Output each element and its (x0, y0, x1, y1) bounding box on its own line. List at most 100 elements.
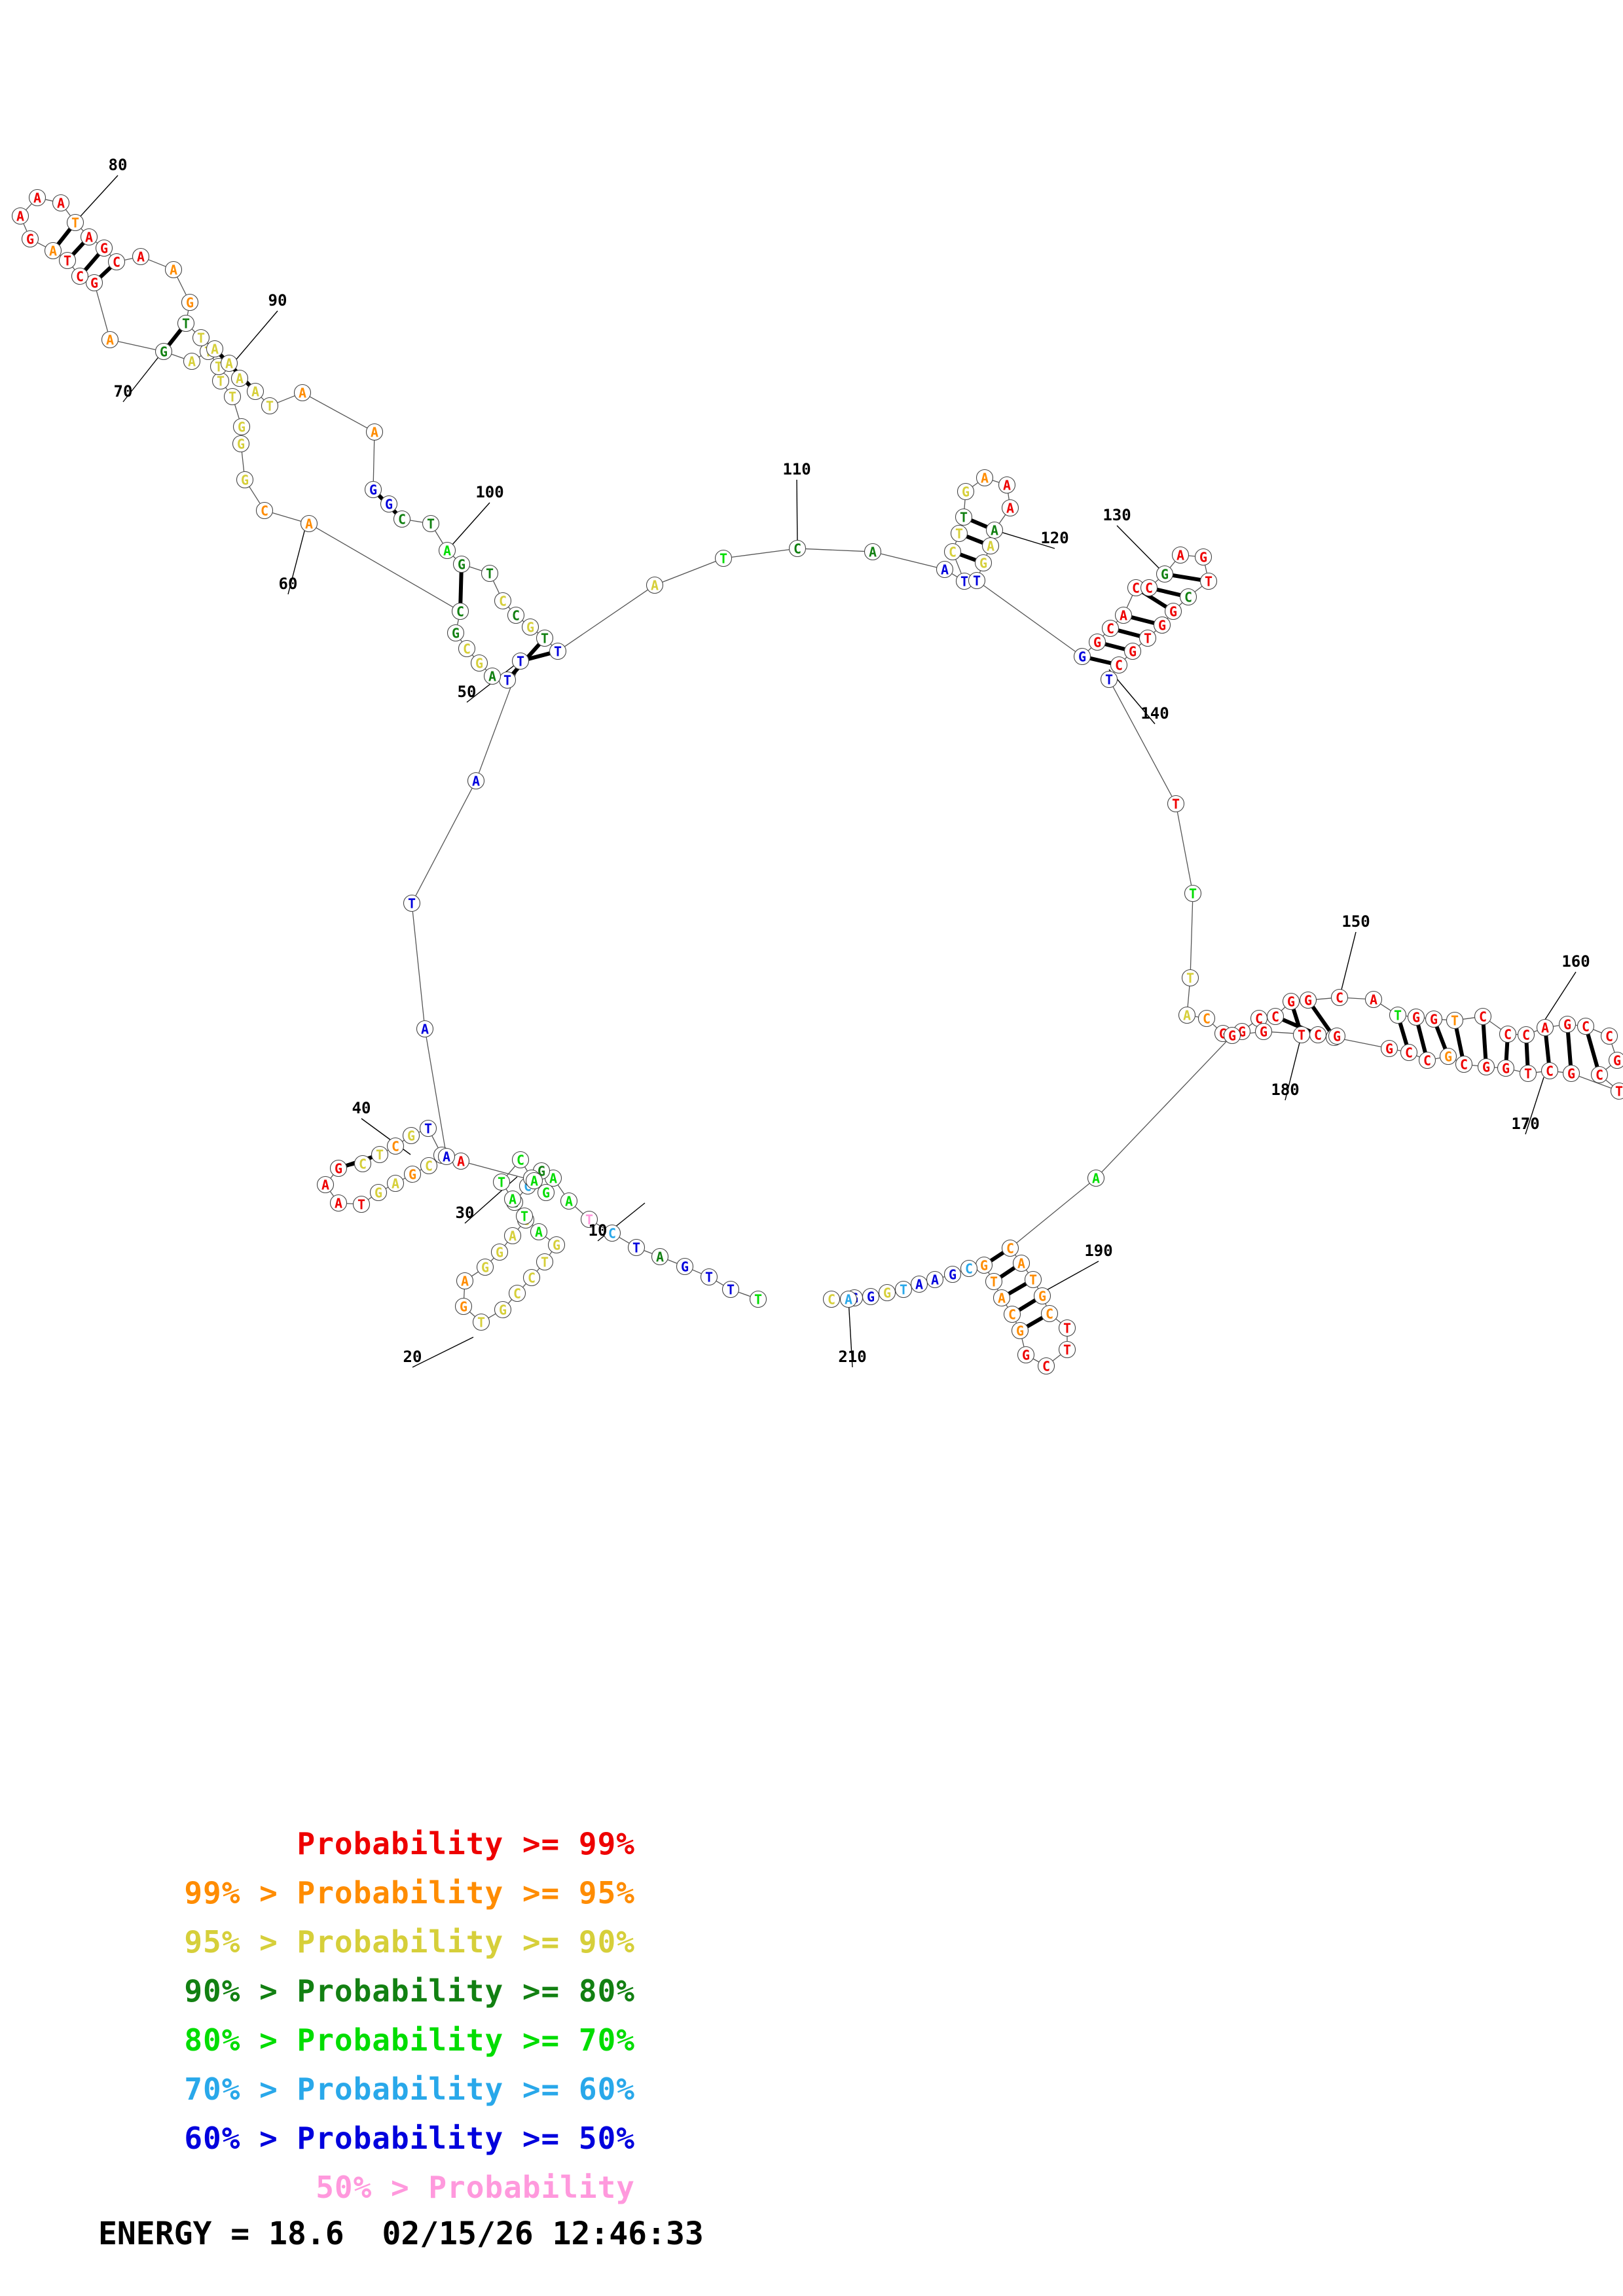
position-label-70: 70 (114, 382, 133, 401)
nucleotide-99: T (422, 514, 440, 533)
nucleotide-126: G (1088, 633, 1106, 651)
nucleotide-66: T (211, 372, 230, 390)
nucleotide-letter: T (585, 1212, 593, 1228)
nucleotide-letter: A (651, 578, 659, 594)
nucleotide-89: A (206, 340, 224, 358)
nucleotide-54: T (498, 671, 517, 689)
nucleotide-letter: C (113, 255, 120, 270)
nucleotide-193: C (1037, 1357, 1055, 1375)
nucleotide-letter: A (1370, 992, 1377, 1008)
nucleotide-letter: A (1183, 1008, 1191, 1024)
nucleotide-letter: C (1006, 1241, 1014, 1257)
nucleotide-letter: A (941, 562, 949, 578)
nucleotide-51: T (403, 894, 421, 912)
nucleotide-letter: A (472, 774, 480, 789)
nucleotide-letter: A (998, 1291, 1006, 1306)
nucleotide-155: T (1389, 1006, 1407, 1024)
nucleotide-40: C (354, 1155, 372, 1173)
nucleotide-182: G (1328, 1027, 1346, 1045)
nucleotide-56: G (470, 654, 488, 672)
nucleotide-110: C (788, 539, 807, 558)
nucleotide-letter: G (1444, 1049, 1452, 1065)
nucleotide-letter: C (828, 1292, 835, 1308)
nucleotide-156: G (1407, 1008, 1425, 1026)
nucleotide-letter: C (513, 1286, 521, 1302)
nucleotide-168: T (1610, 1082, 1623, 1100)
nucleotide-206: G (862, 1287, 880, 1306)
nucleotide-letter: G (409, 1167, 416, 1183)
nucleotide-180: T (1292, 1026, 1311, 1044)
nucleotide-26: A (530, 1223, 548, 1241)
nucleotide-letter: A (137, 249, 145, 265)
nucleotide-letter: A (57, 196, 65, 211)
nucleotide-letter: G (241, 473, 249, 488)
nucleotide-letter: G (1385, 1041, 1393, 1057)
nucleotide-letter: A (509, 1192, 517, 1208)
nucleotide-82: G (95, 239, 113, 257)
nucleotide-letter: T (427, 516, 435, 532)
nucleotide-letter: G (553, 1238, 560, 1253)
nucleotide-letter: G (1158, 618, 1166, 634)
nucleotide-letter: T (64, 253, 71, 269)
nucleotide-105: G (521, 618, 539, 636)
nucleotide-174: C (1455, 1055, 1473, 1073)
nucleotide-letter: G (475, 656, 483, 672)
nucleotide-116: T (955, 508, 973, 526)
position-label-50: 50 (458, 683, 477, 701)
nucleotide-33: A (525, 1172, 543, 1190)
nucleotide-letter: A (1176, 548, 1184, 564)
nucleotide-190: C (1040, 1304, 1059, 1323)
nucleotide-letter: A (299, 386, 306, 401)
nucleotide-108: A (646, 576, 664, 594)
nucleotide-letter: C (1336, 990, 1343, 1006)
nucleotide-letter: A (535, 1225, 543, 1240)
nucleotide-letter: A (16, 209, 24, 224)
nucleotide-letter: G (186, 295, 194, 311)
nucleotide-letter: G (238, 420, 246, 435)
nucleotide-120: A (1001, 499, 1019, 517)
nucleotide-letter: G (1567, 1066, 1575, 1082)
nucleotide-121: A (985, 521, 1004, 539)
nucleotide-letter: T (554, 644, 562, 660)
nucleotide-letter: T (754, 1292, 762, 1308)
nucleotide-142: T (1167, 795, 1185, 813)
position-label-140: 140 (1140, 704, 1169, 723)
nucleotide-195: G (1011, 1321, 1029, 1340)
nucleotide-139: G (1123, 642, 1142, 660)
nucleotide-letter: G (481, 1260, 489, 1276)
nucleotide-letter: C (1546, 1064, 1554, 1079)
nucleotide-letter: C (1596, 1067, 1603, 1083)
nucleotide-201: G (943, 1265, 962, 1283)
nucleotide-62: G (236, 471, 254, 489)
nucleotide-130: C (1140, 579, 1158, 597)
nucleotide-letter: G (1430, 1012, 1438, 1028)
nucleotide-90: A (220, 354, 238, 372)
nucleotide-85: A (164, 260, 183, 279)
nucleotide-letter: G (1129, 644, 1137, 660)
position-leader-layer (75, 175, 1577, 1368)
nucleotide-letter: T (1063, 1321, 1071, 1336)
nucleotide-letter: T (182, 316, 190, 332)
nucleotide-39: T (371, 1145, 389, 1164)
nucleotide-letter: C (392, 1139, 399, 1155)
nucleotide-17: G (476, 1258, 494, 1276)
nucleotide-106: T (536, 629, 554, 647)
nucleotide-169: G (1562, 1064, 1580, 1083)
nucleotide-197: A (993, 1289, 1011, 1307)
nucleotide-200: C (960, 1259, 978, 1278)
nucleotide-letter: T (498, 1175, 505, 1191)
nucleotide-letter: C (965, 1261, 973, 1277)
nucleotide-letter: T (520, 1209, 528, 1225)
nucleotide-83: C (107, 253, 126, 271)
nucleotide-letter: T (503, 673, 511, 689)
nucleotide-letter: A (1006, 501, 1014, 516)
nucleotide-204: T (894, 1280, 913, 1299)
nucleotide-letter: G (1482, 1060, 1490, 1075)
nucleotide-187: A (1012, 1254, 1030, 1272)
position-label-150: 150 (1341, 912, 1370, 931)
nucleotide-57: C (458, 639, 476, 658)
nucleotide-letter: T (477, 1315, 485, 1331)
nucleotide-letter: T (720, 551, 727, 567)
nucleotide-letter: C (1460, 1057, 1468, 1073)
nucleotide-194: G (1017, 1346, 1035, 1364)
